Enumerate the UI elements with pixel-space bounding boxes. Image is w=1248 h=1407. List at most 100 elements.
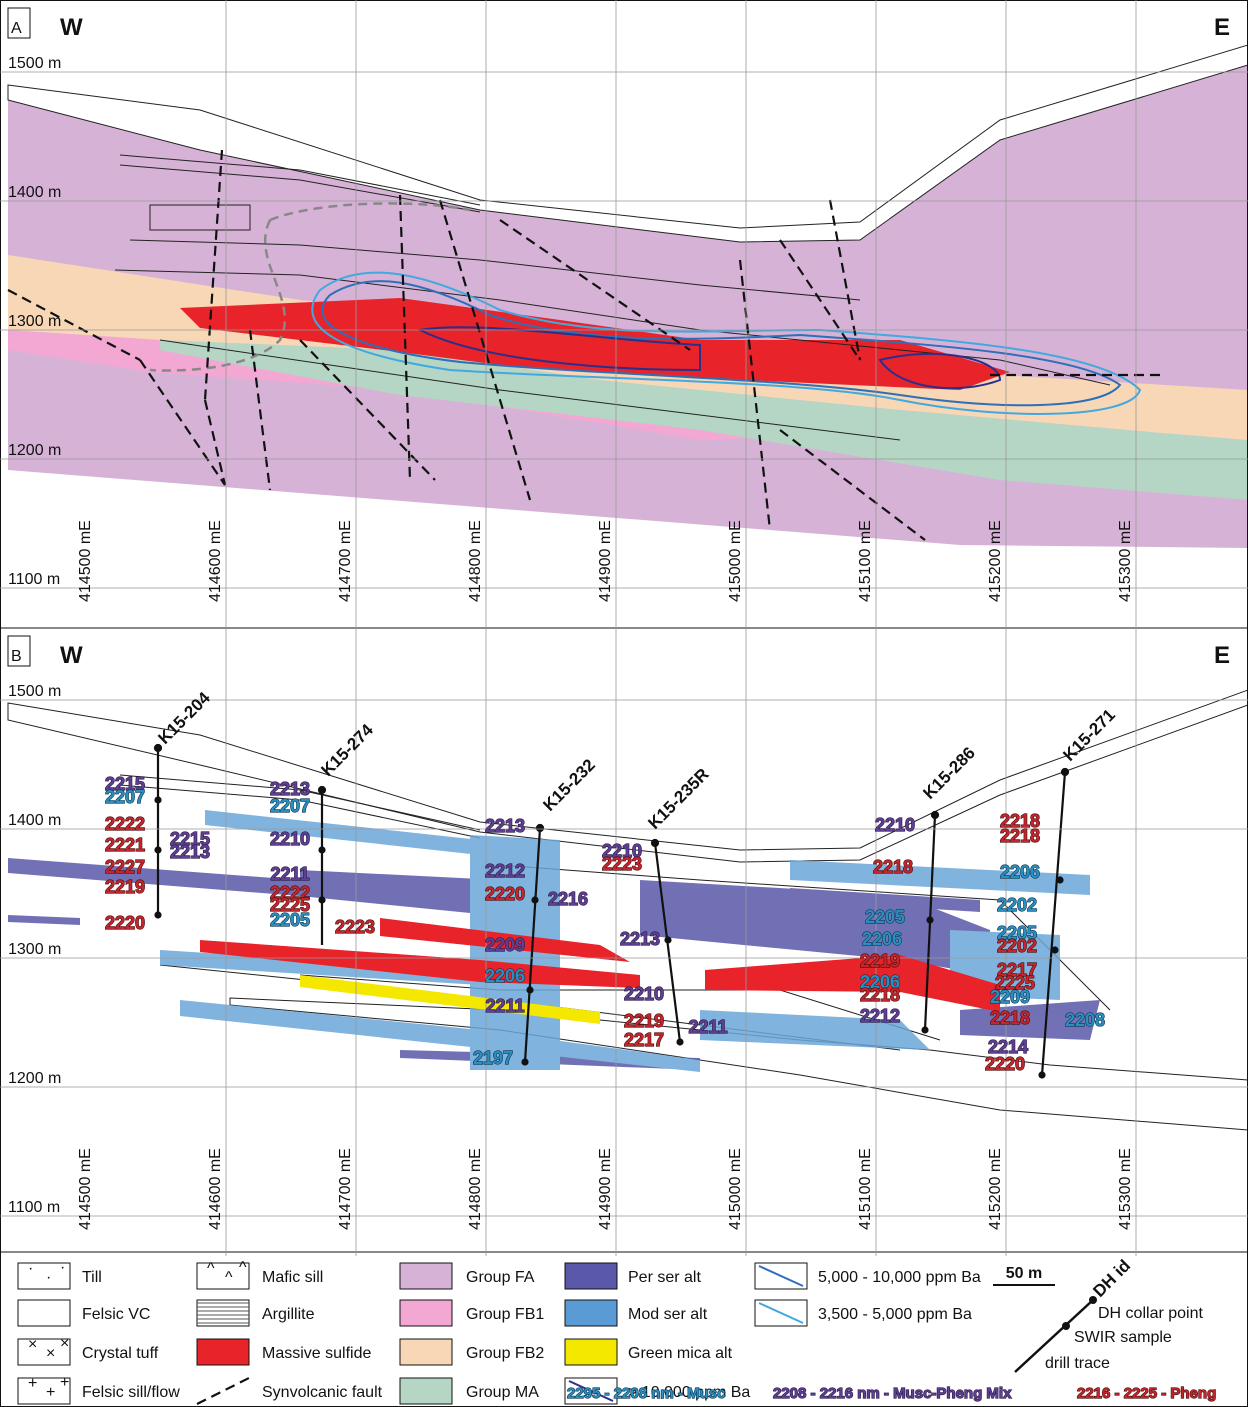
swir-label: 2216: [548, 889, 588, 909]
swatch-pattern: +: [46, 1384, 55, 1401]
easting-label: 414900 mE: [597, 520, 614, 602]
drill-hole-id: K15-232: [539, 755, 599, 815]
swatch-pattern: +: [28, 1375, 37, 1392]
easting-label: 415300 mE: [1117, 520, 1134, 602]
swir-label: 2222: [105, 814, 145, 834]
panel-b-geology: [8, 690, 1248, 1130]
swir-label: 2212: [485, 861, 525, 881]
elevation-label: 1100 m: [8, 1199, 60, 1216]
swir-label: 2211: [688, 1017, 727, 1037]
elevation-label: 1300 m: [8, 941, 61, 958]
swir-label: 2220: [105, 913, 145, 933]
swir-label: 2213: [170, 842, 210, 862]
easting-label: 415000 mE: [727, 1148, 744, 1230]
legend-label: Synvolcanic fault: [262, 1384, 383, 1401]
collar-point: [1089, 1296, 1097, 1304]
elevation-label: 1200 m: [8, 1070, 61, 1087]
easting-label: 415200 mE: [987, 1148, 1004, 1230]
swatch-pattern: ^: [239, 1259, 247, 1276]
elevation-label: 1400 m: [8, 184, 61, 201]
legend-label: Per ser alt: [628, 1269, 701, 1286]
swir-label: 2219: [860, 951, 900, 971]
elevation-label: 1400 m: [8, 812, 61, 829]
legend-swatch: [400, 1378, 452, 1404]
elevation-label: 1100 m: [8, 571, 60, 588]
swir-label: 2206: [1000, 862, 1040, 882]
swir-label: 2202: [997, 936, 1037, 956]
swatch-pattern: ^: [225, 1269, 233, 1286]
swir-class: 2208 - 2216 nm - Musc-Pheng Mix: [773, 1385, 1012, 1402]
swir-label: 2206: [862, 929, 902, 949]
swir-label: 2211: [270, 864, 309, 884]
swir-label: 2221: [105, 835, 145, 855]
swatch-pattern: ·: [60, 1259, 65, 1276]
east-label: E: [1214, 642, 1230, 669]
swir-label: 2207: [105, 787, 145, 807]
legend-swatch: [400, 1263, 452, 1289]
legend-swatch: [400, 1300, 452, 1326]
easting-label: 414600 mE: [207, 1148, 224, 1230]
swir-label: 2218: [1000, 826, 1040, 846]
swir-label: 2218: [990, 1008, 1030, 1028]
dh-id: DH id: [1089, 1256, 1134, 1301]
swir-label: 2220: [485, 884, 525, 904]
easting-label: 414900 mE: [597, 1148, 614, 1230]
swatch-pattern: ^: [207, 1260, 215, 1277]
swir-label: 2205: [270, 910, 310, 930]
swir-label: 2223: [602, 854, 642, 874]
legend-label: Group FB2: [466, 1345, 544, 1362]
drill-hole-id: K15-235R: [644, 765, 712, 833]
drill-hole-id: K15-286: [919, 743, 979, 803]
swir-label: 2218: [873, 857, 913, 877]
swir-label: 2223: [335, 917, 375, 937]
swir-label: 2209: [485, 935, 525, 955]
legend-label: Mafic sill: [262, 1269, 323, 1286]
legend-label: Felsic VC: [82, 1306, 150, 1323]
panel-label: B: [11, 648, 22, 665]
legend-swatch: [565, 1339, 617, 1365]
collar-label: DH collar point: [1098, 1305, 1203, 1322]
elevation-label: 1500 m: [8, 683, 61, 700]
legend-label: Crystal tuff: [82, 1345, 159, 1362]
swir-class: 2295 - 2208 nm - Musc: [567, 1385, 725, 1402]
elevation-label: 1500 m: [8, 55, 61, 72]
panel-a-geology: [8, 45, 1248, 548]
easting-label: 415100 mE: [857, 520, 874, 602]
swatch-pattern: +: [60, 1374, 69, 1391]
elevation-label: 1200 m: [8, 442, 61, 459]
easting-label: 415100 mE: [857, 1148, 874, 1230]
legend-swatch: [197, 1339, 249, 1365]
swir-label: 2205: [865, 907, 905, 927]
swir-label: 2211: [485, 996, 524, 1016]
swatch-pattern: ·: [46, 1269, 51, 1286]
easting-label: 415200 mE: [987, 520, 1004, 602]
swir-label: 2218: [860, 985, 900, 1005]
easting-label: 414800 mE: [467, 1148, 484, 1230]
legend-label: Group MA: [466, 1384, 539, 1401]
panel-label: A: [11, 20, 22, 37]
easting-label: 414500 mE: [77, 1148, 94, 1230]
legend-label: Massive sulfide: [262, 1345, 371, 1362]
easting-label: 414800 mE: [467, 520, 484, 602]
scale-label: 50 m: [1006, 1265, 1042, 1282]
swatch-pattern: ×: [46, 1345, 55, 1362]
swatch-pattern: ·: [28, 1260, 33, 1277]
legend-swatch: [18, 1300, 70, 1326]
swatch-pattern: ×: [60, 1335, 69, 1352]
swir-label: 2197: [473, 1048, 513, 1068]
legend-label: 3,500 - 5,000 ppm Ba: [818, 1306, 972, 1323]
swir-sample-label: SWIR sample: [1074, 1329, 1172, 1346]
swir-label: 2208: [1065, 1010, 1105, 1030]
easting-label: 415300 mE: [1117, 1148, 1134, 1230]
swir-label: 2213: [620, 929, 660, 949]
figure: 1500 m 1400 m 1300 m 1200 m 1100 m 414500 mE 4…: [0, 0, 1248, 1407]
drill-trace-label: drill trace: [1045, 1355, 1110, 1372]
swatch-pattern: ×: [28, 1336, 37, 1353]
elevation-label: 1300 m: [8, 313, 61, 330]
drill-hole-id: K15-274: [317, 720, 377, 780]
legend-swatch: [197, 1300, 249, 1326]
swir-label: 2207: [270, 796, 310, 816]
legend-swatch: [565, 1300, 617, 1326]
swir-label: 2227: [105, 857, 145, 877]
west-label: W: [60, 14, 83, 41]
